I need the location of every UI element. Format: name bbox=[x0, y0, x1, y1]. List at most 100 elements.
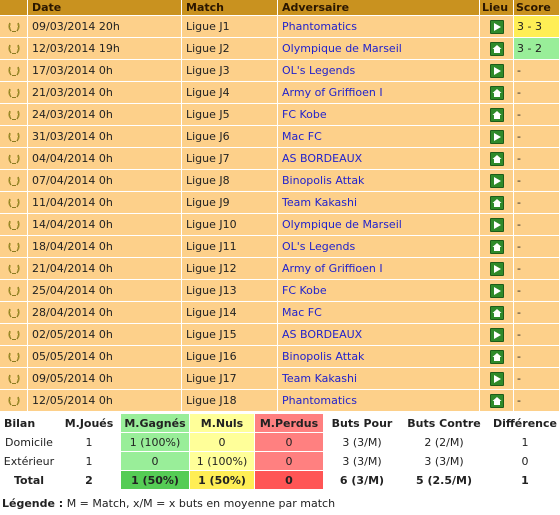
draw-value: 0 bbox=[190, 433, 254, 451]
draw-header: M.Nuls bbox=[190, 414, 254, 432]
opponent-link[interactable]: AS BORDEAUX bbox=[278, 323, 480, 345]
row-icon-cell bbox=[0, 367, 28, 389]
match-score: - bbox=[514, 279, 560, 301]
home-icon[interactable] bbox=[489, 349, 504, 364]
goals-against-header: Buts Contre bbox=[407, 416, 481, 430]
home-icon[interactable] bbox=[489, 107, 504, 122]
opponent-link[interactable]: Olympique de Marseil bbox=[278, 37, 480, 59]
opponent-link[interactable]: Olympique de Marseil bbox=[278, 213, 480, 235]
home-icon[interactable] bbox=[489, 393, 504, 408]
match-date: 17/03/2014 0h bbox=[28, 59, 182, 81]
laurel-icon bbox=[7, 153, 21, 165]
opponent-link[interactable]: AS BORDEAUX bbox=[278, 147, 480, 169]
venue-cell bbox=[480, 257, 514, 279]
opponent-link[interactable]: OL's Legends bbox=[278, 235, 480, 257]
icon-column-header bbox=[0, 0, 28, 15]
difference-header: Différence bbox=[493, 416, 557, 430]
opponent-link[interactable]: Mac FC bbox=[278, 125, 480, 147]
opponent-link[interactable]: OL's Legends bbox=[278, 59, 480, 81]
away-arrow-icon[interactable] bbox=[489, 19, 504, 34]
match-date: 11/04/2014 0h bbox=[28, 191, 182, 213]
venue-cell bbox=[480, 59, 514, 81]
difference-value: 1 bbox=[521, 435, 529, 449]
venue-cell bbox=[480, 323, 514, 345]
won-header: M.Gagnés bbox=[121, 414, 189, 432]
match-date: 05/05/2014 0h bbox=[28, 345, 182, 367]
opponent-link[interactable]: Army of Griffioen I bbox=[278, 257, 480, 279]
away-arrow-icon[interactable] bbox=[489, 63, 504, 78]
bilan-label-header: Bilan bbox=[4, 416, 36, 430]
venue-cell bbox=[480, 345, 514, 367]
home-icon[interactable] bbox=[489, 195, 504, 210]
away-arrow-icon[interactable] bbox=[489, 371, 504, 386]
away-arrow-icon[interactable] bbox=[489, 283, 504, 298]
match-row: 21/03/2014 0h Ligue J4 Army of Griffioen I… bbox=[0, 81, 560, 103]
match-name: Ligue J3 bbox=[182, 59, 278, 81]
opponent-link[interactable]: Team Kakashi bbox=[278, 191, 480, 213]
match-date: 21/04/2014 0h bbox=[28, 257, 182, 279]
won-value: 1 (50%) bbox=[121, 471, 189, 489]
row-icon-cell bbox=[0, 147, 28, 169]
goals-for-value: 3 (3/M) bbox=[342, 454, 382, 468]
lost-value: 0 bbox=[255, 433, 323, 451]
legend: Légende : M = Match, x/M = x buts en moy… bbox=[2, 497, 335, 510]
match-score: - bbox=[514, 257, 560, 279]
match-date: 18/04/2014 0h bbox=[28, 235, 182, 257]
match-row: 31/03/2014 0h Ligue J6 Mac FC - bbox=[0, 125, 560, 147]
venue-cell bbox=[480, 191, 514, 213]
opponent-link[interactable]: Army of Griffioen I bbox=[278, 81, 480, 103]
bilan-row: Extérieur 1 0 1 (100%) 0 3 (3/M) 3 (3/M) 0 bbox=[1, 452, 560, 470]
legend-label: Légende : bbox=[2, 497, 64, 510]
bilan-table: Bilan M.Joués M.Gagnés M.Nuls M.Perdus B… bbox=[0, 413, 560, 490]
opponent-link[interactable]: FC Kobe bbox=[278, 103, 480, 125]
row-icon-cell bbox=[0, 15, 28, 37]
match-score: - bbox=[514, 389, 560, 411]
match-score: - bbox=[514, 301, 560, 323]
goals-for-value: 3 (3/M) bbox=[342, 435, 382, 449]
match-name: Ligue J7 bbox=[182, 147, 278, 169]
match-row: 02/05/2014 0h Ligue J15 AS BORDEAUX - bbox=[0, 323, 560, 345]
venue-cell bbox=[480, 125, 514, 147]
row-icon-cell bbox=[0, 191, 28, 213]
away-arrow-icon[interactable] bbox=[489, 129, 504, 144]
match-score: - bbox=[514, 169, 560, 191]
date-column-header: Date bbox=[28, 0, 182, 15]
bilan-row: Domicile 1 1 (100%) 0 0 3 (3/M) 2 (2/M) 1 bbox=[1, 433, 560, 451]
away-arrow-icon[interactable] bbox=[489, 261, 504, 276]
venue-cell bbox=[480, 103, 514, 125]
home-icon[interactable] bbox=[489, 41, 504, 56]
match-name: Ligue J8 bbox=[182, 169, 278, 191]
opponent-link[interactable]: Binopolis Attak bbox=[278, 169, 480, 191]
away-arrow-icon[interactable] bbox=[489, 173, 504, 188]
match-score: - bbox=[514, 323, 560, 345]
match-row: 09/05/2014 0h Ligue J17 Team Kakashi - bbox=[0, 367, 560, 389]
home-icon[interactable] bbox=[489, 239, 504, 254]
goals-against-value: 3 (3/M) bbox=[424, 454, 464, 468]
bilan-row: Total 2 1 (50%) 1 (50%) 0 6 (3/M) 5 (2.5/M) 1 bbox=[1, 471, 560, 489]
home-icon[interactable] bbox=[489, 151, 504, 166]
opponent-link[interactable]: Team Kakashi bbox=[278, 367, 480, 389]
match-row: 21/04/2014 0h Ligue J12 Army of Griffioen … bbox=[0, 257, 560, 279]
venue-cell bbox=[480, 367, 514, 389]
opponent-link[interactable]: Mac FC bbox=[278, 301, 480, 323]
match-row: 28/04/2014 0h Ligue J14 Mac FC - bbox=[0, 301, 560, 323]
laurel-icon bbox=[7, 21, 21, 33]
played-value: 1 bbox=[85, 454, 93, 468]
home-icon[interactable] bbox=[489, 85, 504, 100]
home-icon[interactable] bbox=[489, 305, 504, 320]
match-date: 21/03/2014 0h bbox=[28, 81, 182, 103]
match-date: 02/05/2014 0h bbox=[28, 323, 182, 345]
match-name: Ligue J16 bbox=[182, 345, 278, 367]
opponent-link[interactable]: Phantomatics bbox=[278, 15, 480, 37]
away-arrow-icon[interactable] bbox=[489, 327, 504, 342]
venue-cell bbox=[480, 213, 514, 235]
venue-cell bbox=[480, 279, 514, 301]
match-score: - bbox=[514, 147, 560, 169]
opponent-link[interactable]: FC Kobe bbox=[278, 279, 480, 301]
row-icon-cell bbox=[0, 103, 28, 125]
opponent-link[interactable]: Binopolis Attak bbox=[278, 345, 480, 367]
opponent-link[interactable]: Phantomatics bbox=[278, 389, 480, 411]
row-icon-cell bbox=[0, 257, 28, 279]
away-arrow-icon[interactable] bbox=[489, 217, 504, 232]
laurel-icon bbox=[7, 65, 21, 77]
